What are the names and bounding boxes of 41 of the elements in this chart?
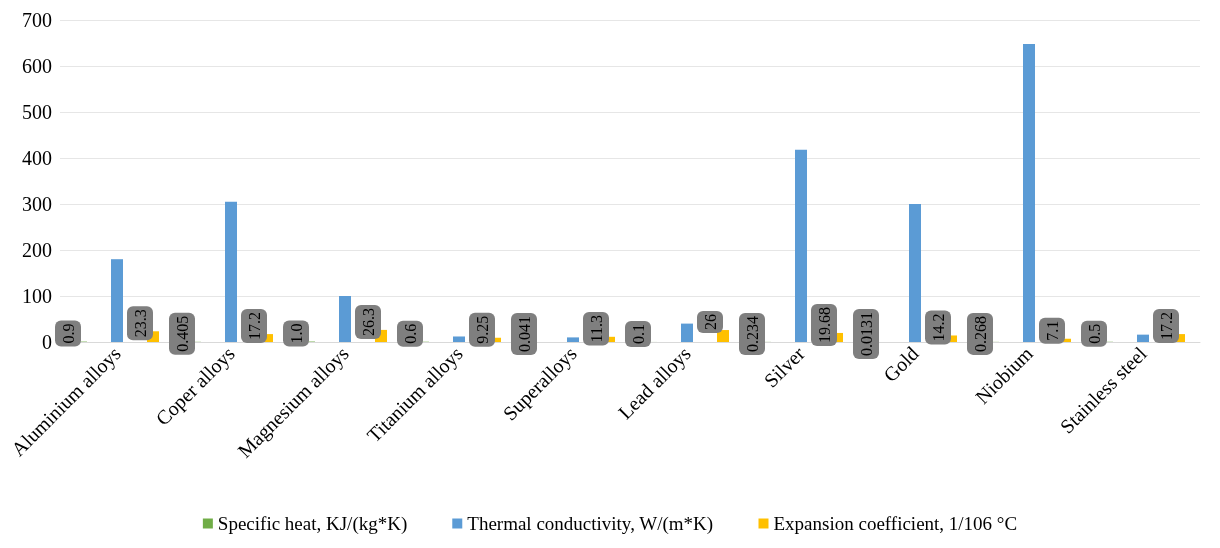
legend-label: Specific heat, KJ/(kg*K) [217,513,408,535]
y-tick-label: 300 [22,193,52,215]
bar [225,201,237,342]
bar [1023,43,1035,342]
data-label: 23.3 [131,309,149,338]
data-label: 17.2 [1157,312,1175,341]
data-label: 0.9 [59,323,77,344]
bar [795,149,807,342]
data-label: 26.3 [359,307,377,336]
y-tick-label: 0 [42,331,52,353]
data-label: 0.405 [173,315,191,352]
y-tick-label: 200 [22,239,52,261]
y-tick-label: 700 [22,9,52,31]
data-label: 11.3 [587,315,605,343]
data-label: 26 [701,314,719,331]
bar [111,259,123,342]
data-label: 0.1 [629,323,647,344]
bar [681,323,693,342]
y-tick-label: 400 [22,147,52,169]
bar [453,336,465,342]
legend-label: Expansion coefficient, 1/106 °C [773,513,1018,534]
data-label: 0.268 [971,315,989,352]
bar [1137,334,1149,342]
data-label: 0.0131 [857,311,875,356]
y-tick-label: 500 [22,101,52,123]
data-label: 19.68 [815,306,833,343]
data-label: 0.6 [401,323,419,344]
data-label: 0.5 [1085,323,1103,344]
bar [339,296,351,342]
y-tick-label: 600 [22,55,52,77]
bar [909,204,921,342]
data-label: 17.2 [245,312,263,341]
y-tick-label: 100 [22,285,52,307]
data-label: 14.2 [929,313,947,342]
data-label: 1.0 [287,323,305,344]
bar [567,337,579,342]
legend-label: Thermal conductivity, W/(m*K) [467,513,714,535]
data-label: 0.234 [743,315,761,352]
data-label: 7.1 [1043,320,1061,341]
bar [717,330,729,342]
data-label: 9.25 [473,315,491,344]
